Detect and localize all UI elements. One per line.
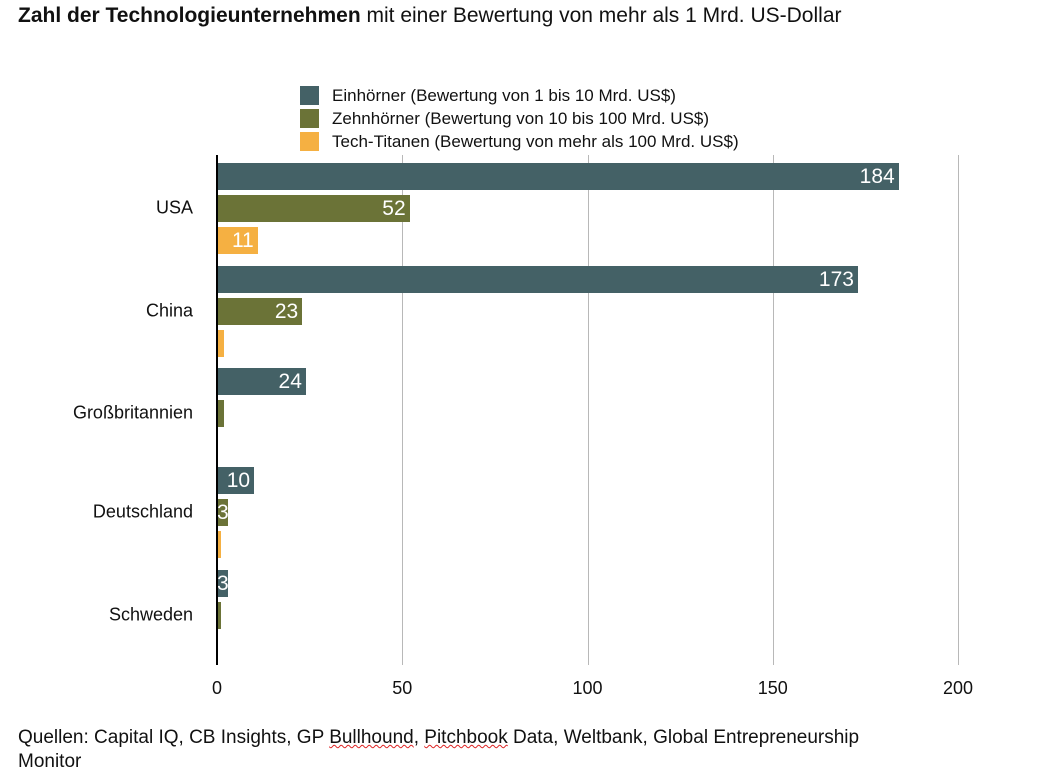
bar: 184 <box>217 163 899 190</box>
x-tick-label: 200 <box>942 678 974 698</box>
gridline <box>402 155 404 665</box>
data-label: 3 <box>217 501 229 524</box>
data-label: 184 <box>859 165 895 188</box>
x-tick-label: 150 <box>757 678 788 698</box>
bar: 24 <box>217 368 306 395</box>
category-label: China <box>145 300 193 321</box>
legend-swatch <box>300 132 319 151</box>
legend-label: Tech-Titanen (Bewertung von mehr als 100… <box>332 131 739 151</box>
source-text: Bullhound <box>329 727 414 748</box>
legend-label: Einhörner (Bewertung von 1 bis 10 Mrd. U… <box>332 85 676 105</box>
legend-item: Einhörner (Bewertung von 1 bis 10 Mrd. U… <box>300 84 739 107</box>
data-label: 52 <box>382 197 406 220</box>
x-tick-label: 0 <box>211 678 223 698</box>
chart-title: Zahl der Technologieunternehmen mit eine… <box>18 4 842 28</box>
source-text: , <box>413 727 425 748</box>
bar: 23 <box>217 298 303 325</box>
x-tick-label: 100 <box>572 678 603 698</box>
data-label: 11 <box>231 229 254 252</box>
legend: Einhörner (Bewertung von 1 bis 10 Mrd. U… <box>300 84 739 153</box>
source-text: Data, Weltbank, Global Entrepreneurship … <box>18 727 860 772</box>
data-label: 23 <box>274 300 299 323</box>
data-label: 3 <box>217 572 229 595</box>
x-tick-label: 50 <box>392 678 413 698</box>
category-label: Deutschland <box>92 501 193 522</box>
title-bold: Zahl der Technologieunternehmen <box>18 4 361 27</box>
bar <box>217 602 221 629</box>
bar: 52 <box>217 195 410 222</box>
source-text: Pitchbook <box>424 727 508 748</box>
gridline <box>772 155 774 665</box>
bar: 10 <box>217 467 255 494</box>
data-label: 173 <box>818 268 854 291</box>
bar: 11 <box>217 227 258 254</box>
category-label: Schweden <box>108 604 193 625</box>
data-label: 24 <box>278 370 302 393</box>
y-axis-line <box>216 155 218 665</box>
legend-label: Zehnhörner (Bewertung von 10 bis 100 Mrd… <box>332 108 710 128</box>
bar <box>217 330 225 357</box>
bar <box>217 531 221 558</box>
legend-item: Zehnhörner (Bewertung von 10 bis 100 Mrd… <box>300 107 739 130</box>
gridline <box>958 155 959 665</box>
category-label: USA <box>155 197 193 218</box>
gridline <box>587 155 589 665</box>
category-label: Großbritannien <box>72 402 193 423</box>
source-text: Quellen: Capital IQ, CB Insights, GP <box>18 727 330 748</box>
legend-swatch <box>300 109 319 128</box>
bar: 3 <box>217 499 229 526</box>
title-rest: mit einer Bewertung von mehr als 1 Mrd. … <box>360 4 842 27</box>
data-label: 10 <box>226 469 251 492</box>
bar <box>217 400 225 427</box>
bar: 173 <box>217 266 858 293</box>
plot-area: 184 52 11 173 23 24 10 3 3 <box>217 155 1017 665</box>
legend-item: Tech-Titanen (Bewertung von mehr als 100… <box>300 130 739 153</box>
source-note: Quellen: Capital IQ, CB Insights, GP Bul… <box>18 726 898 774</box>
bar: 3 <box>217 570 229 597</box>
legend-swatch <box>300 86 319 105</box>
